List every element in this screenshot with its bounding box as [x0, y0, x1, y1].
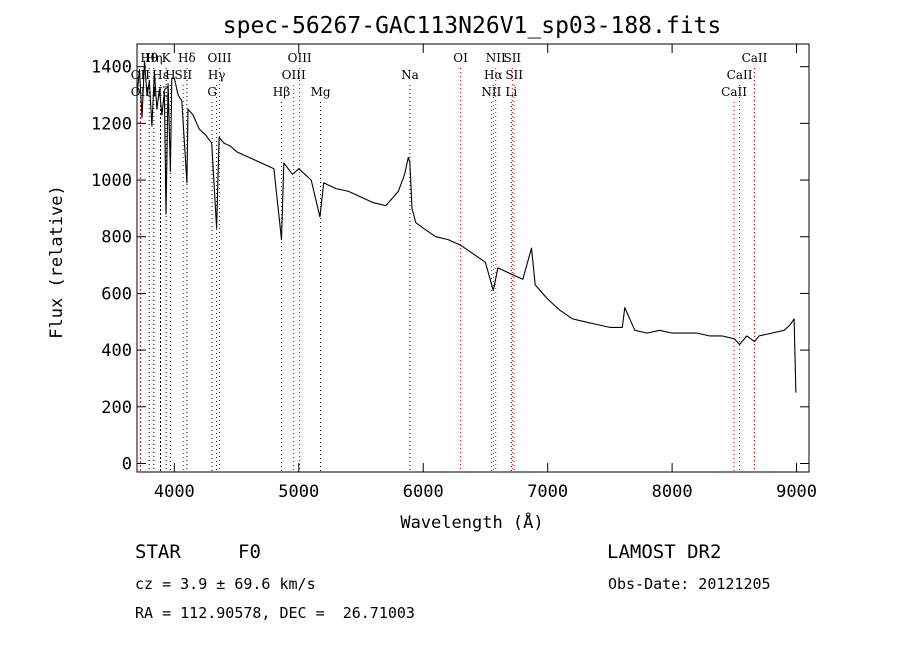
- line-marker-label: G: [207, 85, 217, 99]
- line-marker-label: NII: [481, 85, 501, 99]
- line-marker-label: Hδ: [178, 51, 196, 65]
- x-tick-label: 9000: [776, 482, 817, 502]
- y-tick-label: 0: [122, 454, 132, 474]
- x-tick-label: 7000: [527, 482, 568, 502]
- y-tick-label: 600: [101, 284, 132, 304]
- line-marker-label: Hη: [145, 51, 163, 65]
- line-marker-label: Mg: [311, 85, 331, 99]
- line-marker-label: SII: [174, 68, 192, 82]
- object-class: STAR: [135, 541, 181, 563]
- y-tick-label: 400: [101, 341, 132, 361]
- survey-name: LAMOST DR2: [607, 541, 722, 563]
- line-marker-label: OIII: [288, 51, 312, 65]
- line-marker-label: Na: [401, 68, 419, 82]
- line-marker-label: Hα: [484, 68, 503, 82]
- x-axis-label: Wavelength (Å): [400, 511, 543, 533]
- line-marker-label: Hγ: [208, 68, 226, 82]
- line-marker-label: CaII: [742, 51, 768, 65]
- line-marker-label: NII: [486, 51, 506, 65]
- line-marker-label: H: [165, 68, 175, 82]
- x-tick-label: 8000: [652, 482, 693, 502]
- y-tick-label: 200: [101, 398, 132, 418]
- line-marker-label: CaII: [721, 85, 747, 99]
- line-marker-label: OIII: [207, 51, 231, 65]
- line-marker-label: K: [162, 51, 172, 65]
- redshift-text: cz = 3.9 ± 69.6 km/s: [135, 575, 316, 593]
- x-tick-label: 6000: [403, 482, 444, 502]
- line-marker-label: OI: [453, 51, 468, 65]
- y-tick-label: 800: [101, 228, 132, 248]
- spectrum-line: [136, 60, 797, 393]
- x-tick-label: 5000: [278, 482, 319, 502]
- y-tick-label: 1000: [91, 171, 132, 191]
- line-marker-label: SII: [505, 68, 523, 82]
- axis-ticks: 4000 5000 6000 7000 8000 9000 0 200 400 600 800 100…: [91, 44, 817, 502]
- line-marker-label: SII: [503, 51, 521, 65]
- object-subclass: F0: [238, 541, 261, 563]
- line-marker-label: Hε: [152, 68, 169, 82]
- coordinates-text: RA = 112.90578, DEC = 26.71003: [135, 604, 415, 622]
- line-marker-label: Hβ: [273, 85, 290, 99]
- line-marker-label: CaII: [727, 68, 753, 82]
- line-marker-label: Hζ: [152, 85, 169, 99]
- y-axis-label: Flux (relative): [47, 185, 67, 339]
- plot-frame: [136, 43, 810, 473]
- line-marker-label: Li: [505, 85, 517, 99]
- y-tick-label: 1200: [91, 114, 132, 134]
- obs-date-text: Obs-Date: 20121205: [608, 575, 771, 593]
- x-tick-label: 4000: [154, 482, 195, 502]
- line-marker-label: OIII: [282, 68, 306, 82]
- chart-title: spec-56267-GAC113N26V1_sp03-188.fits: [223, 13, 722, 39]
- spectrum-series: [136, 60, 797, 393]
- y-tick-label: 1400: [91, 58, 132, 78]
